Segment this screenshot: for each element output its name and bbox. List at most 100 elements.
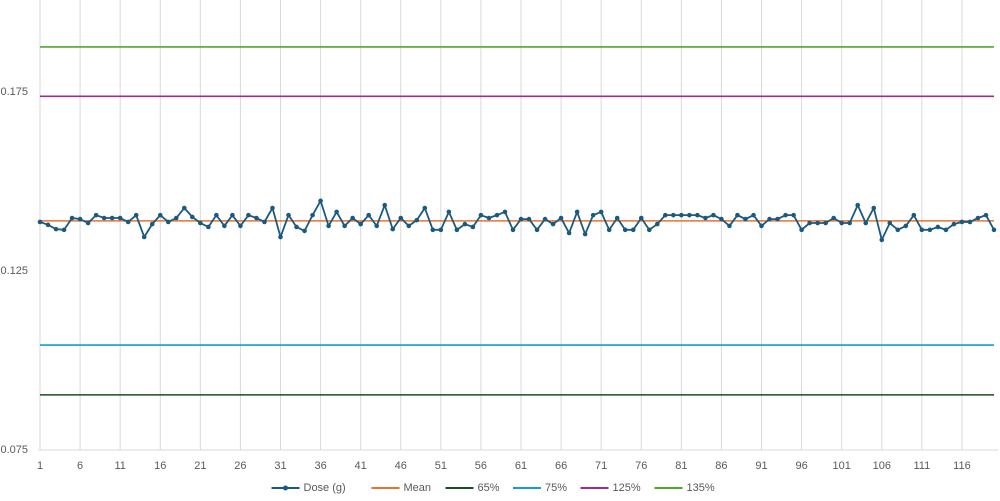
data-point <box>182 205 187 211</box>
data-point <box>831 215 836 221</box>
data-point <box>767 216 772 222</box>
x-tick-label: 91 <box>755 460 767 472</box>
data-point <box>438 227 444 233</box>
data-point <box>310 212 315 218</box>
data-point <box>606 227 612 233</box>
data-point <box>991 227 997 233</box>
x-tick-label: 6 <box>77 460 83 472</box>
data-point <box>687 212 692 218</box>
data-point <box>558 215 564 221</box>
data-point <box>342 223 347 229</box>
data-point <box>751 212 756 218</box>
data-point <box>719 216 724 222</box>
data-point <box>478 212 484 218</box>
data-point <box>510 227 516 233</box>
x-tick-label: 46 <box>395 460 407 472</box>
data-point <box>470 224 476 230</box>
y-tick-label: 0.075 <box>0 444 28 456</box>
data-point <box>278 234 283 240</box>
data-point <box>486 215 492 221</box>
data-point <box>454 227 460 233</box>
data-point <box>839 220 844 226</box>
data-point <box>759 223 764 229</box>
data-point <box>326 223 331 229</box>
data-point <box>157 212 163 218</box>
data-point <box>663 212 668 218</box>
data-point <box>173 215 179 221</box>
data-point <box>446 209 452 215</box>
data-point <box>791 212 796 218</box>
data-point <box>895 227 901 233</box>
data-point <box>318 198 323 204</box>
y-tick-label: 0.125 <box>0 265 28 277</box>
x-tick-label: 71 <box>595 460 607 472</box>
x-tick-label: 76 <box>635 460 647 472</box>
legend-label: Dose (g) <box>304 482 346 494</box>
x-tick-label: 26 <box>234 460 246 472</box>
x-tick-label: 56 <box>475 460 487 472</box>
data-point <box>222 223 227 229</box>
data-point <box>863 220 869 226</box>
x-tick-label: 61 <box>515 460 527 472</box>
data-point <box>93 212 99 218</box>
data-point <box>935 224 941 230</box>
x-tick-label: 101 <box>833 460 851 472</box>
data-point <box>398 215 404 221</box>
data-point <box>45 222 51 228</box>
data-point <box>149 221 155 227</box>
legend-label: Mean <box>404 482 432 494</box>
data-point <box>430 227 436 233</box>
data-point <box>654 221 660 227</box>
data-point <box>502 209 508 215</box>
data-point <box>598 209 604 215</box>
data-point <box>286 212 291 218</box>
data-point <box>871 205 877 211</box>
x-tick-label: 51 <box>435 460 447 472</box>
data-point <box>61 227 67 233</box>
data-point <box>951 221 957 227</box>
x-tick-label: 81 <box>675 460 687 472</box>
data-point <box>358 221 363 227</box>
data-point <box>262 219 267 225</box>
data-point <box>711 212 716 218</box>
data-point <box>382 202 388 208</box>
data-point <box>815 220 820 226</box>
data-point <box>190 214 195 220</box>
x-tick-label: 21 <box>194 460 206 472</box>
data-point <box>887 220 893 226</box>
x-tick-label: 36 <box>314 460 326 472</box>
data-point <box>334 209 339 215</box>
data-point <box>133 212 139 218</box>
data-point <box>975 215 981 221</box>
data-point <box>679 212 684 218</box>
data-point <box>630 227 636 233</box>
data-point <box>462 221 468 227</box>
data-point <box>542 216 548 222</box>
data-point <box>703 215 708 221</box>
data-point <box>141 234 147 240</box>
data-point <box>903 223 909 229</box>
data-point <box>270 205 275 211</box>
data-point <box>302 228 307 234</box>
x-tick-label: 41 <box>355 460 367 472</box>
x-tick-label: 106 <box>873 460 891 472</box>
data-point <box>101 215 107 221</box>
legend-marker <box>283 485 288 491</box>
data-point <box>37 219 43 225</box>
legend-label: 75% <box>545 482 567 494</box>
x-tick-label: 1 <box>37 460 43 472</box>
data-point <box>823 220 828 226</box>
data-point <box>125 219 131 225</box>
data-point <box>414 217 420 223</box>
data-point <box>743 216 748 222</box>
data-point <box>855 202 861 208</box>
data-point <box>959 219 965 225</box>
data-point <box>246 212 251 218</box>
data-point <box>879 237 885 243</box>
y-tick-label: 0.175 <box>0 86 28 98</box>
data-point <box>927 227 933 233</box>
data-point <box>590 212 596 218</box>
x-tick-label: 66 <box>555 460 567 472</box>
data-point <box>695 212 700 218</box>
